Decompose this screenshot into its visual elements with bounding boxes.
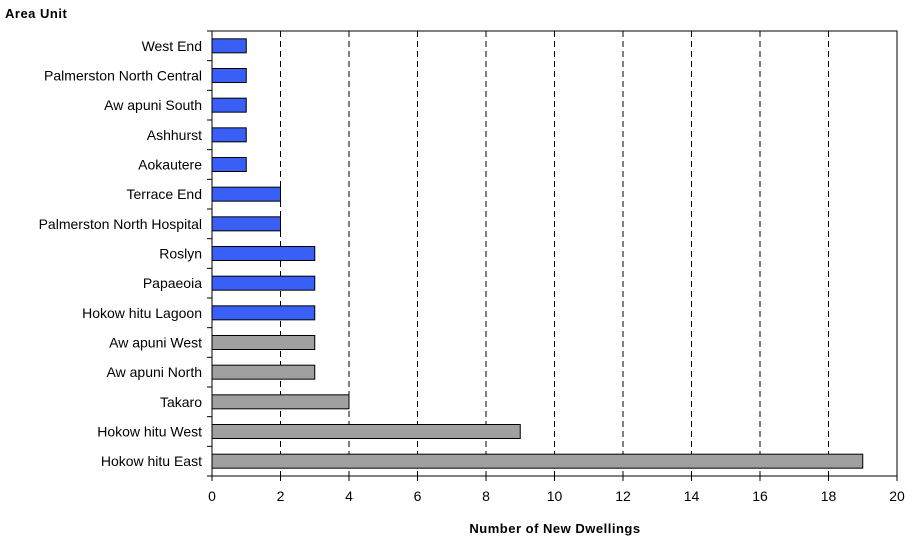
category-label: Aw apuni West (109, 335, 202, 351)
x-tick-label: 18 (821, 488, 837, 504)
bar (211, 246, 316, 261)
category-label: Aokautere (138, 157, 202, 173)
gridlines (280, 31, 829, 476)
bar (211, 216, 281, 232)
bar (211, 305, 316, 321)
bar (211, 364, 316, 380)
category-label: Ashhurst (147, 127, 202, 143)
y-axis-title: Area Unit (5, 6, 67, 21)
x-tick-labels: 0 2 4 6 8 10 12 14 16 18 20 (208, 488, 905, 504)
bar (211, 453, 864, 469)
category-label: Aw apuni South (104, 97, 202, 113)
x-tick-label: 0 (208, 488, 216, 504)
category-label: West End (142, 38, 202, 54)
bar (211, 97, 247, 113)
bars (211, 38, 864, 469)
axes (207, 30, 898, 481)
x-tick-label: 16 (752, 488, 768, 504)
bar (211, 68, 247, 83)
category-label: Palmerston North Hospital (39, 216, 202, 232)
bar (211, 335, 316, 350)
category-label: Palmerston North Central (44, 68, 202, 84)
x-tick-label: 8 (482, 488, 490, 504)
x-tick-label: 14 (684, 488, 700, 504)
bar (211, 394, 350, 410)
bar (211, 275, 316, 291)
bar (211, 127, 247, 143)
x-tick-label: 10 (547, 488, 563, 504)
x-tick-label: 20 (889, 488, 905, 504)
category-label: Terrace End (127, 186, 202, 202)
category-labels: West End Palmerston North Central Aw apuni… (39, 38, 203, 469)
x-axis-title: Number of New Dwellings (469, 521, 640, 536)
category-label: Hokow hitu East (101, 453, 202, 469)
category-label: Roslyn (159, 246, 202, 262)
x-tick-label: 2 (277, 488, 285, 504)
bar (211, 186, 281, 202)
bar (211, 424, 521, 439)
x-tick-label: 6 (414, 488, 422, 504)
x-tick-label: 4 (345, 488, 353, 504)
bar (211, 157, 247, 172)
category-label: Takaro (160, 394, 202, 410)
category-label: Hokow hitu West (97, 424, 202, 440)
category-label: Aw apuni North (107, 364, 202, 380)
x-tick-label: 12 (615, 488, 631, 504)
category-label: Papaeoia (143, 275, 202, 291)
bar (211, 38, 247, 54)
category-label: Hokow hitu Lagoon (82, 305, 202, 321)
